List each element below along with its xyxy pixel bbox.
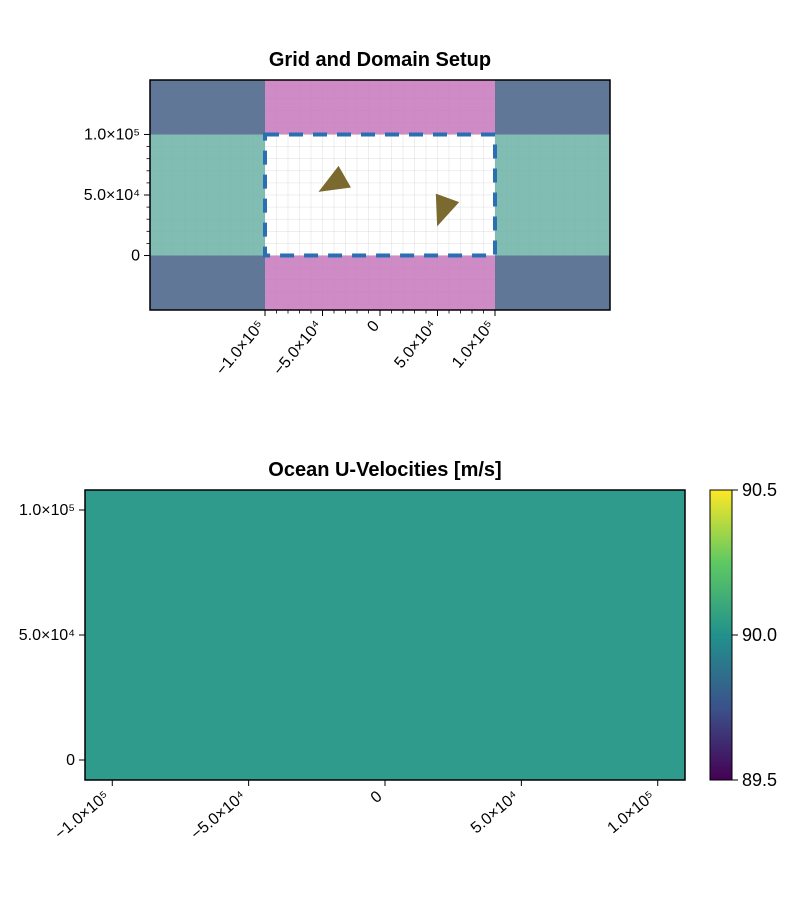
panel2-heatmap xyxy=(85,490,685,780)
panel2-title: Ocean U-Velocities [m/s] xyxy=(268,459,501,481)
panel2-ytick-1: 5.0×10⁴ xyxy=(19,627,75,644)
panel1-xtick-3: 5.0×10⁴ xyxy=(391,318,440,372)
figure-page: Grid and Domain Setup−1.0×10⁵−5.0×10⁴05.… xyxy=(0,0,794,900)
colorbar-tick-2: 90.5 xyxy=(742,480,777,500)
region-corner-br xyxy=(495,256,610,310)
panel2-xtick-1: −5.0×10⁴ xyxy=(188,788,249,843)
panel2-xtick-0: −1.0×10⁵ xyxy=(52,788,113,843)
colorbar-tick-1: 90.0 xyxy=(742,625,777,645)
panel2-ytick-2: 1.0×10⁵ xyxy=(19,502,75,519)
region-corner-bl xyxy=(150,256,265,310)
panel2-xtick-4: 1.0×10⁵ xyxy=(604,788,658,837)
panel1-xtick-1: −5.0×10⁴ xyxy=(270,318,325,379)
panel2-xtick-2: 0 xyxy=(368,788,386,807)
colorbar xyxy=(710,490,732,780)
panel1-xtick-0: −1.0×10⁵ xyxy=(213,318,268,379)
panel1-xtick-2: 0 xyxy=(364,318,383,336)
region-corner-tl xyxy=(150,80,265,134)
panel1-xtick-4: 1.0×10⁵ xyxy=(449,318,498,372)
panel1-title: Grid and Domain Setup xyxy=(269,49,491,71)
panel1-ytick-0: 0 xyxy=(131,248,140,265)
panel1-ytick-2: 1.0×10⁵ xyxy=(84,126,140,143)
panel2-xtick-3: 5.0×10⁴ xyxy=(468,788,522,837)
figure-svg: Grid and Domain Setup−1.0×10⁵−5.0×10⁴05.… xyxy=(0,0,794,900)
region-corner-tr xyxy=(495,80,610,134)
panel2-ytick-0: 0 xyxy=(66,752,75,769)
colorbar-tick-0: 89.5 xyxy=(742,770,777,790)
panel1-ytick-1: 5.0×10⁴ xyxy=(84,187,140,204)
panel1-plot xyxy=(150,80,610,310)
